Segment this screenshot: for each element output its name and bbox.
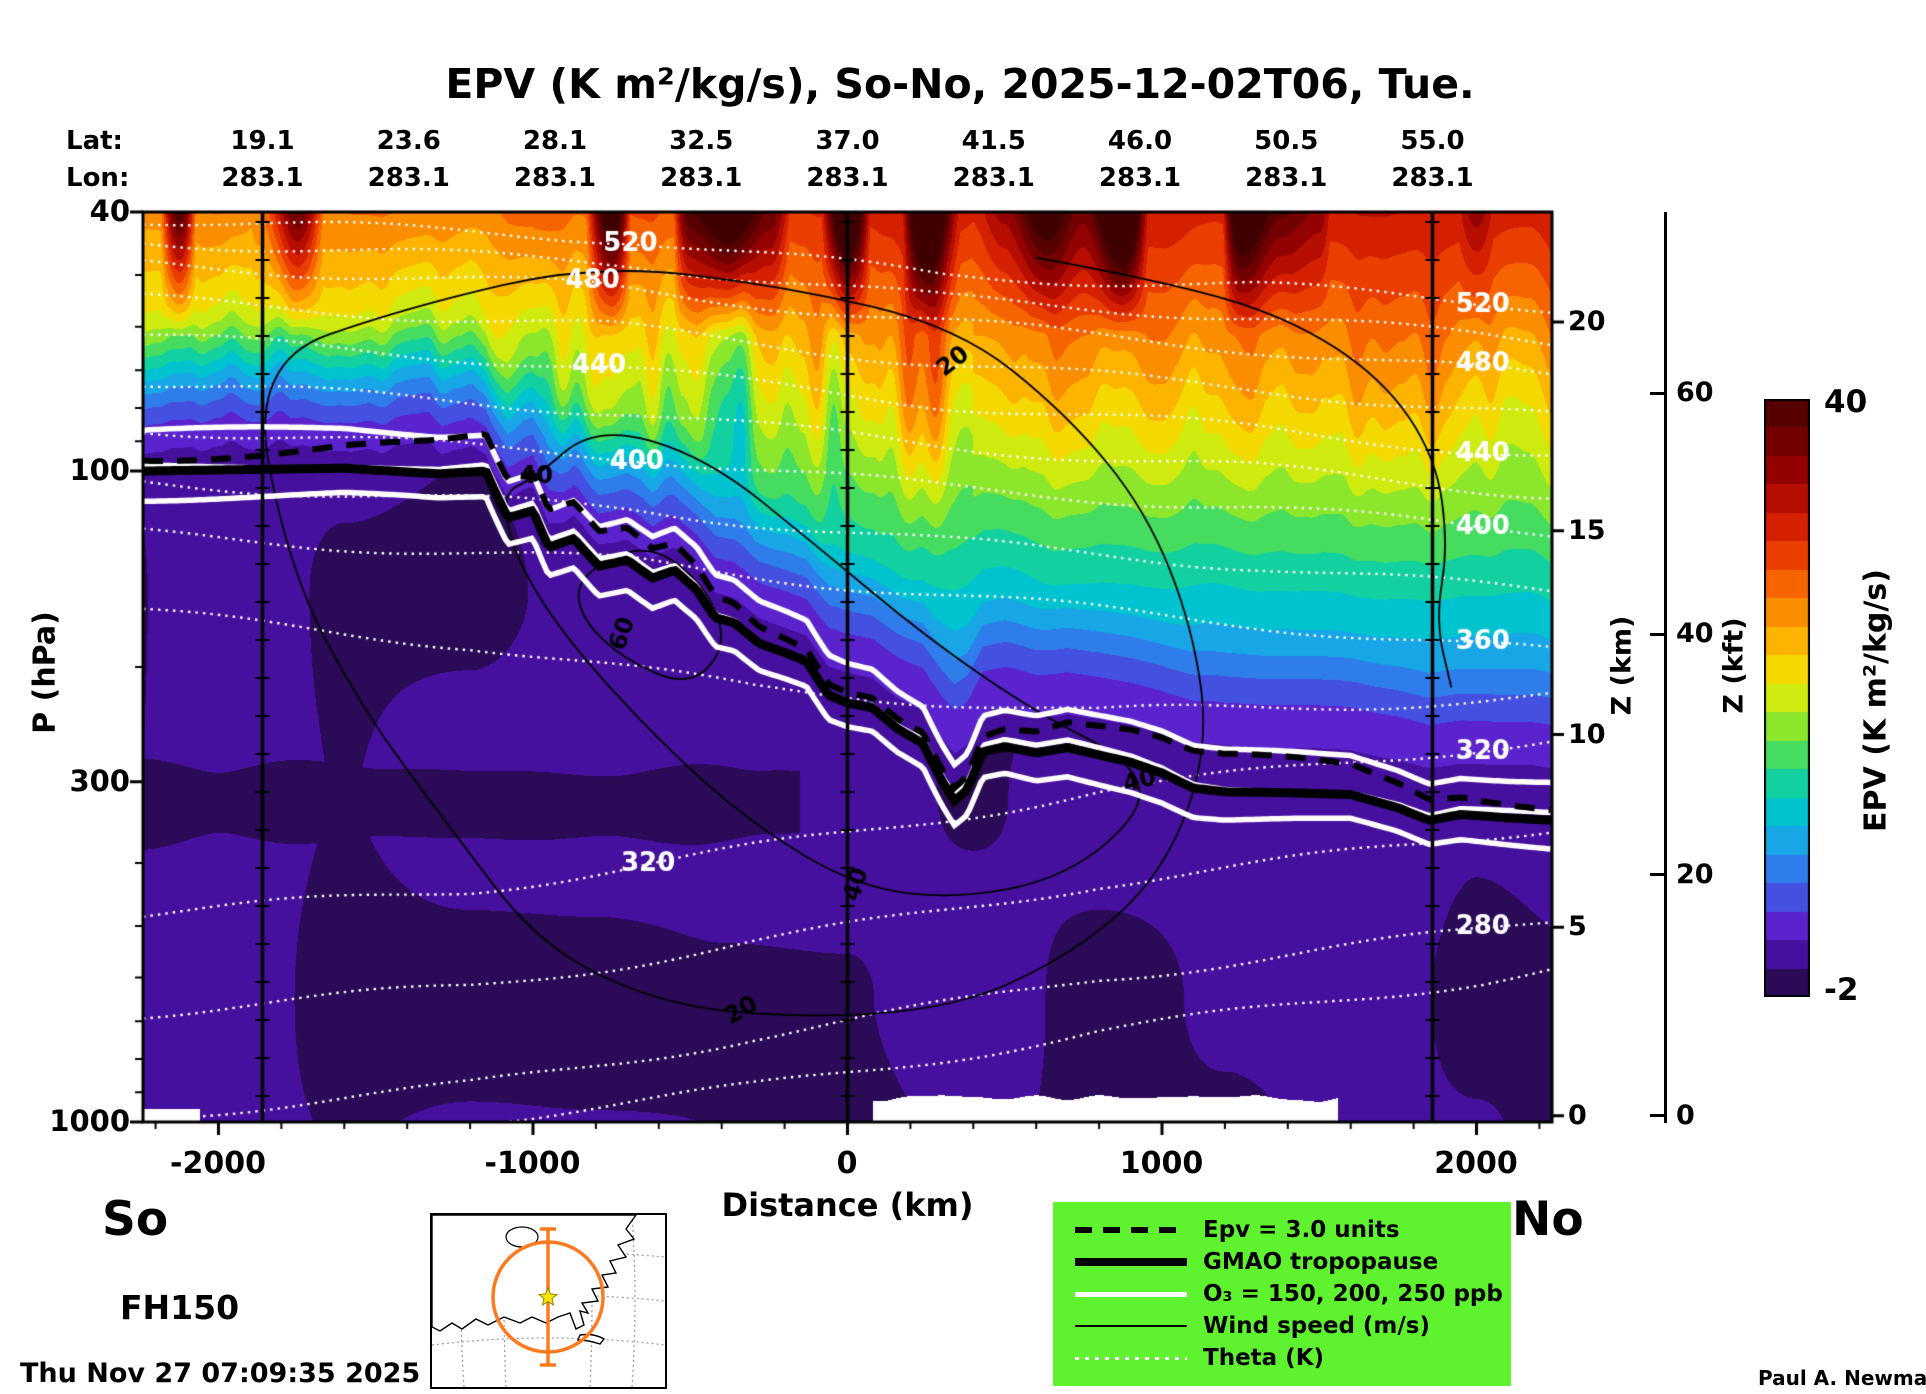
plot-title: EPV (K m²/kg/s), So-No, 2025-12-02T06, T…: [445, 60, 1475, 108]
legend-ozone-line-sample: [1075, 1291, 1187, 1297]
distance-axis-label: Distance (km): [721, 1186, 974, 1224]
z-km-tick-label: 20: [1568, 305, 1606, 337]
pressure-tick-label: 1000: [49, 1104, 130, 1138]
forecast-hour-label: FH150: [120, 1288, 240, 1327]
legend: Epv = 3.0 units GMAO tropopause O₃ = 150…: [1053, 1202, 1511, 1386]
lat-values-row: 19.1 23.6 28.1 32.5 37.0 41.5 46.0 50.5 …: [205, 126, 1490, 156]
map-landmass: [431, 1214, 638, 1345]
z-kft-axis-label: Z (kft): [1718, 617, 1750, 714]
lat-value: 32.5: [669, 126, 734, 156]
south-endpoint-label: So: [102, 1192, 169, 1247]
legend-row-wind: Wind speed (m/s): [1053, 1310, 1511, 1342]
pressure-tick-label: 100: [69, 453, 130, 488]
lat-value: 19.1: [230, 126, 295, 156]
z-km-tick-label: 0: [1568, 1099, 1587, 1131]
legend-theta-label: Theta (K): [1203, 1345, 1325, 1371]
z-kft-tick-label: 20: [1676, 858, 1714, 890]
z-kft-tick: [1650, 391, 1665, 395]
z-km-tick-label: 10: [1568, 718, 1606, 750]
colorbar-title: EPV (K m²/kg/s): [1858, 569, 1894, 832]
north-endpoint-label: No: [1512, 1192, 1584, 1247]
distance-tick-label: 2000: [1434, 1146, 1518, 1181]
colorbar-max-label: 40: [1824, 384, 1868, 420]
distance-tick-label: -2000: [170, 1146, 266, 1181]
z-km-tick-label: 5: [1568, 911, 1587, 943]
distance-tick-label: 0: [836, 1146, 858, 1181]
map-center-star: [537, 1286, 559, 1307]
z-kft-tick: [1650, 873, 1665, 877]
legend-row-tropopause: GMAO tropopause: [1053, 1246, 1511, 1278]
z-kft-tick-label: 60: [1676, 377, 1714, 409]
z-km-tick-label: 15: [1568, 514, 1606, 546]
lat-prefix: Lat:: [66, 126, 123, 156]
lat-value: 41.5: [961, 126, 1026, 156]
legend-ozone-label: O₃ = 150, 200, 250 ppb: [1203, 1281, 1503, 1307]
legend-tropopause-label: GMAO tropopause: [1203, 1249, 1439, 1275]
colorbar-min-label: -2: [1824, 972, 1859, 1008]
pressure-tick-label: 40: [89, 194, 130, 228]
z-kft-axis-line: [1664, 212, 1667, 1123]
lat-value: 23.6: [376, 126, 441, 156]
distance-tick-labels: -2000 -1000 0 1000 2000: [138, 1146, 1556, 1181]
inset-map: [430, 1213, 667, 1389]
credit: Paul A. Newman (NASA: [1758, 1366, 1926, 1390]
z-kft-tick-label: 0: [1676, 1099, 1695, 1131]
timestamp: Thu Nov 27 07:09:35 2025: [20, 1358, 421, 1389]
z-kft-tick-label: 40: [1676, 618, 1714, 650]
legend-row-ozone: O₃ = 150, 200, 250 ppb: [1053, 1278, 1511, 1310]
z-kft-tick: [1650, 1114, 1665, 1118]
epv-field-canvas: [100, 170, 1610, 1180]
lat-value: 37.0: [815, 126, 880, 156]
legend-row-theta: Theta (K): [1053, 1342, 1511, 1374]
lat-value: 28.1: [522, 126, 588, 156]
z-km-axis-label: Z (km): [1606, 615, 1638, 716]
legend-wind-label: Wind speed (m/s): [1203, 1313, 1431, 1339]
pressure-tick-label: 300: [69, 763, 130, 798]
legend-tropopause-line-sample: [1075, 1258, 1187, 1266]
legend-epv3-line-sample: [1075, 1227, 1187, 1233]
pressure-axis-label: P (hPa): [27, 611, 63, 734]
lat-value: 46.0: [1107, 126, 1173, 156]
distance-tick-label: -1000: [484, 1146, 581, 1181]
legend-row-epv3: Epv = 3.0 units: [1053, 1214, 1511, 1246]
lat-value: 50.5: [1254, 126, 1319, 156]
legend-theta-line-sample: [1075, 1356, 1187, 1360]
colorbar: [1764, 399, 1810, 997]
lat-value: 55.0: [1400, 126, 1465, 156]
z-kft-tick: [1650, 632, 1665, 636]
distance-tick-label: 1000: [1119, 1146, 1204, 1181]
legend-epv3-label: Epv = 3.0 units: [1203, 1217, 1400, 1243]
legend-wind-line-sample: [1075, 1325, 1187, 1327]
